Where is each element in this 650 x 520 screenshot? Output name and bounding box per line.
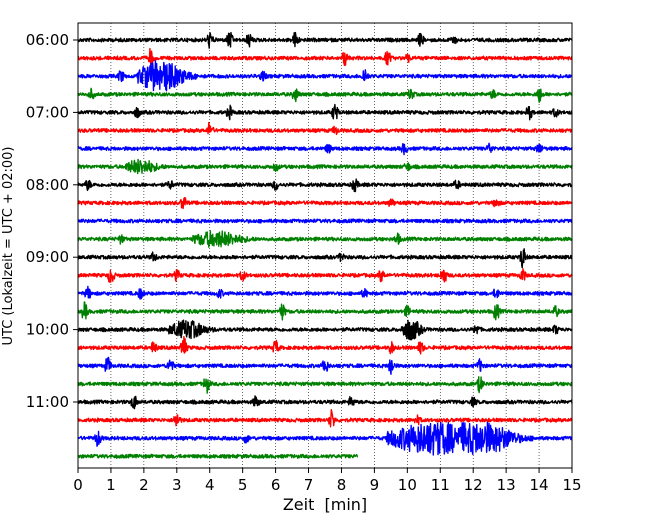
x-tick-label-2: 2 xyxy=(139,476,149,494)
trace-0830 xyxy=(77,218,573,224)
x-tick-label-14: 14 xyxy=(530,476,549,494)
y-tick-label-08:00: 08:00 xyxy=(26,176,69,194)
x-tick-label-1: 1 xyxy=(106,476,116,494)
x-tick-label-15: 15 xyxy=(562,476,581,494)
trace-1000 xyxy=(77,319,573,341)
trace-1100 xyxy=(77,395,573,410)
x-tick-label-11: 11 xyxy=(431,476,450,494)
trace-0715 xyxy=(77,121,573,136)
trace-0945 xyxy=(77,301,573,321)
trace-1145 xyxy=(77,453,359,459)
y-axis-label: UTC (Lokalzeit = UTC + 02:00) xyxy=(1,147,16,346)
x-tick-label-10: 10 xyxy=(398,476,417,494)
trace-1115 xyxy=(77,409,573,428)
trace-0600 xyxy=(77,31,573,49)
y-tick-label-11:00: 11:00 xyxy=(26,393,69,411)
y-tick-label-09:00: 09:00 xyxy=(26,248,69,266)
plot-frame xyxy=(77,22,573,469)
trace-0915 xyxy=(77,268,573,283)
trace-1045 xyxy=(77,376,573,394)
seismogram-traces xyxy=(77,31,573,459)
trace-1030 xyxy=(77,356,573,375)
trace-0800 xyxy=(77,178,573,193)
x-axis-ticks: 0 1 2 3 4 5 6 7 8 9 10 11 12 13 14 15 xyxy=(73,468,582,494)
x-tick-label-5: 5 xyxy=(238,476,248,494)
x-tick-label-12: 12 xyxy=(464,476,483,494)
y-axis-ticks: 06:00 07:00 08:00 09:00 10:00 11:00 xyxy=(26,31,78,411)
trace-0900 xyxy=(77,248,573,269)
x-tick-label-9: 9 xyxy=(370,476,380,494)
x-tick-label-6: 6 xyxy=(271,476,281,494)
trace-0745 xyxy=(77,158,573,175)
x-tick-label-3: 3 xyxy=(172,476,182,494)
trace-0815 xyxy=(77,197,573,210)
trace-0845 xyxy=(77,230,573,248)
trace-1015 xyxy=(77,335,573,355)
x-tick-label-0: 0 xyxy=(73,476,83,494)
trace-0630 xyxy=(77,60,573,92)
y-tick-label-06:00: 06:00 xyxy=(26,31,69,49)
y-tick-label-10:00: 10:00 xyxy=(26,321,69,339)
trace-0930 xyxy=(77,285,573,300)
trace-0700 xyxy=(77,103,573,121)
trace-0615 xyxy=(77,47,573,67)
trace-1130 xyxy=(77,421,573,456)
x-tick-label-8: 8 xyxy=(337,476,347,494)
x-axis-label: Zeit [min] xyxy=(283,495,367,514)
x-tick-label-13: 13 xyxy=(497,476,516,494)
x-tick-label-4: 4 xyxy=(205,476,215,494)
y-tick-label-07:00: 07:00 xyxy=(26,103,69,121)
trace-0730 xyxy=(77,142,573,156)
trace-0645 xyxy=(77,87,573,103)
x-tick-label-7: 7 xyxy=(304,476,314,494)
minute-gridlines xyxy=(110,23,540,468)
